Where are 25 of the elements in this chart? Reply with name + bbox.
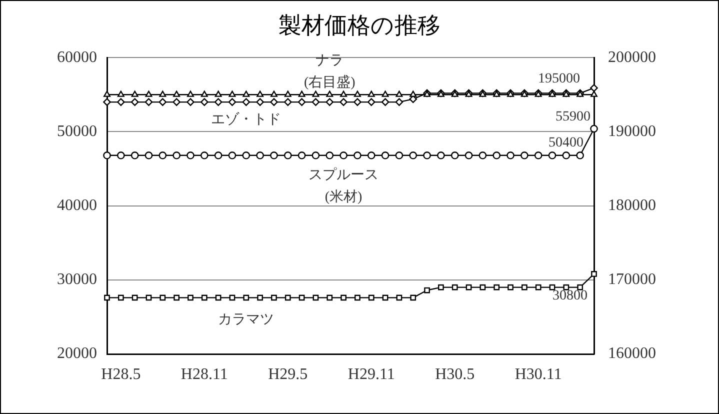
y-tick-label: 50000 [57, 122, 97, 140]
series-label: エゾ・トド [211, 112, 282, 128]
data-label: 30800 [552, 288, 588, 304]
y2-tick-label: 200000 [608, 48, 656, 66]
y-tick-label: 60000 [57, 48, 97, 66]
x-tick-label: H28.11 [180, 366, 228, 383]
y-tick-label: 40000 [57, 197, 97, 214]
x-tick-label: H29.5 [268, 366, 308, 383]
data-label: 195000 [538, 71, 580, 86]
series-label: ナラ (右目盛) [304, 53, 356, 90]
chart-title: 製材価格の推移 [278, 12, 440, 38]
data-label: 55900 [556, 110, 590, 125]
series-label: カラマツ [218, 312, 274, 328]
y2-tick-label: 170000 [608, 271, 656, 288]
x-tick-label: H29.11 [348, 366, 395, 383]
y2-tick-label: 180000 [608, 197, 656, 214]
x-tick-label: H30.5 [435, 366, 475, 383]
y-tick-label: 30000 [57, 271, 97, 288]
x-tick-label: H28.5 [101, 366, 141, 383]
y2-tick-label: 160000 [608, 345, 656, 362]
y2-tick-label: 190000 [608, 122, 656, 140]
series-label: スプルース (米材) [308, 167, 379, 206]
y-tick-label: 20000 [57, 345, 97, 362]
data-label: 50400 [548, 135, 584, 150]
x-tick-label: H30.11 [514, 366, 562, 383]
